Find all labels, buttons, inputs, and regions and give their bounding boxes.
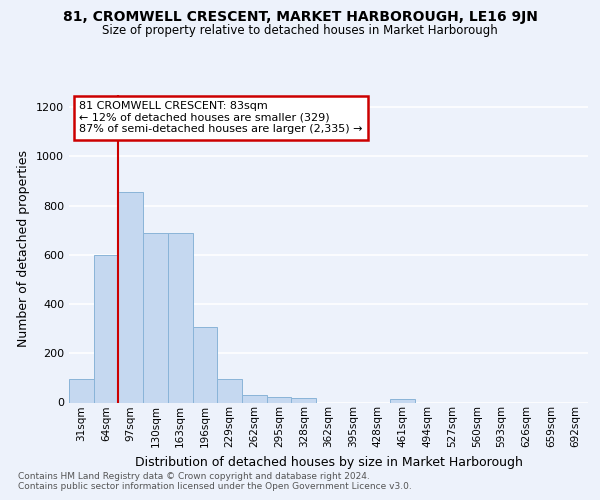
Bar (168, 233, 193, 402)
Bar (242, 394, 267, 402)
Bar (217, 378, 242, 402)
Bar (118, 192, 143, 402)
X-axis label: Distribution of detached houses by size in Market Harborough: Distribution of detached houses by size … (134, 456, 523, 468)
Bar (390, 399, 415, 402)
Text: Contains public sector information licensed under the Open Government Licence v3: Contains public sector information licen… (18, 482, 412, 491)
Bar (94, 255, 118, 402)
Bar (292, 398, 316, 402)
Bar (267, 397, 292, 402)
Bar (193, 328, 217, 402)
Text: Size of property relative to detached houses in Market Harborough: Size of property relative to detached ho… (102, 24, 498, 37)
Text: Contains HM Land Registry data © Crown copyright and database right 2024.: Contains HM Land Registry data © Crown c… (18, 472, 370, 481)
Bar (69, 378, 94, 402)
Text: 81, CROMWELL CRESCENT, MARKET HARBOROUGH, LE16 9JN: 81, CROMWELL CRESCENT, MARKET HARBOROUGH… (62, 10, 538, 24)
Text: 81 CROMWELL CRESCENT: 83sqm
← 12% of detached houses are smaller (329)
87% of se: 81 CROMWELL CRESCENT: 83sqm ← 12% of det… (79, 101, 363, 134)
Y-axis label: Number of detached properties: Number of detached properties (17, 150, 31, 347)
Bar (143, 233, 168, 402)
